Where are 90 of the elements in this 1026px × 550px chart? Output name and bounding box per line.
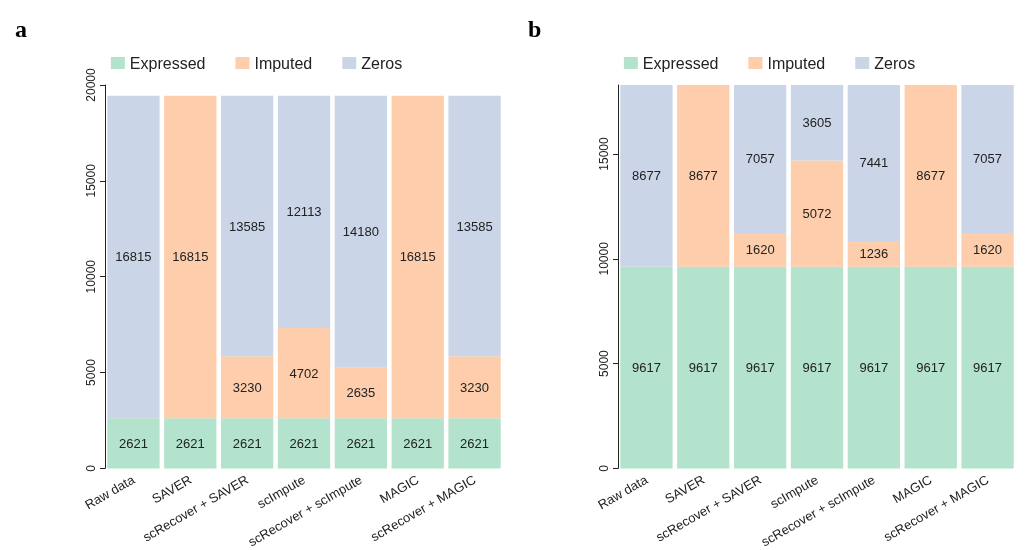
data-label: 2621	[346, 435, 376, 451]
legend-label: Zeros	[361, 54, 403, 72]
data-label: 7057	[745, 151, 775, 167]
bar	[220, 356, 274, 419]
data-label: 8677	[688, 168, 718, 184]
data-label: 14180	[342, 224, 379, 240]
bar	[790, 160, 844, 267]
data-label: 1620	[973, 242, 1003, 258]
bar	[448, 95, 501, 357]
legend-label: Expressed	[129, 54, 206, 72]
data-label: 12113	[286, 204, 322, 220]
data-label: 9617	[802, 360, 832, 376]
data-label: 16815	[115, 249, 152, 265]
bar	[107, 418, 160, 469]
data-label: 1620	[745, 242, 775, 258]
legend-label: Expressed	[642, 54, 719, 72]
data-label: 3230	[460, 379, 490, 395]
data-label: 1236	[859, 246, 889, 262]
bar	[961, 85, 1014, 233]
data-label: 9617	[859, 360, 889, 376]
data-label: 2621	[403, 435, 433, 451]
y-tick-label: 15000	[84, 163, 98, 198]
bar	[277, 328, 331, 419]
bar	[391, 418, 444, 469]
legend-label: Imputed	[767, 54, 826, 72]
bar	[847, 266, 901, 469]
bar	[620, 85, 673, 267]
data-label: 9617	[973, 360, 1003, 376]
data-label: 2635	[346, 385, 376, 401]
data-label: 2621	[175, 435, 205, 451]
bar	[733, 85, 787, 233]
bar	[620, 266, 673, 469]
data-label: 7057	[973, 151, 1003, 167]
bar	[277, 95, 331, 329]
bar	[448, 356, 501, 419]
chart-title: a	[15, 16, 27, 42]
chart-title: b	[528, 16, 542, 42]
y-tick-label: 20000	[84, 67, 98, 102]
data-label: 3605	[802, 115, 832, 131]
y-tick-label: 5000	[597, 349, 611, 377]
data-label: 9617	[631, 360, 661, 376]
data-label: 2621	[232, 435, 262, 451]
bar	[790, 266, 844, 469]
x-tick-label: Raw data	[595, 471, 651, 513]
data-label: 8677	[631, 168, 661, 184]
data-label: 5072	[802, 206, 832, 222]
bar	[961, 232, 1014, 267]
data-label: 8677	[916, 168, 946, 184]
data-label: 16815	[399, 249, 436, 265]
bar	[334, 95, 388, 368]
bar	[961, 266, 1014, 469]
y-tick-label: 10000	[597, 241, 611, 276]
bar	[107, 95, 160, 419]
data-label: 9617	[688, 360, 718, 376]
bar	[677, 266, 730, 469]
y-tick-label: 0	[84, 464, 98, 472]
y-tick-label: 10000	[84, 259, 98, 294]
data-label: 13585	[229, 218, 266, 234]
bar	[220, 418, 274, 469]
data-label: 4702	[289, 365, 319, 381]
data-label: 13585	[456, 218, 493, 234]
bar	[448, 418, 501, 469]
bar	[904, 266, 957, 469]
bar	[334, 367, 388, 419]
bar	[677, 85, 730, 267]
bar	[790, 85, 844, 161]
x-tick-label: Raw data	[82, 471, 138, 513]
bar	[164, 95, 217, 419]
bar	[277, 418, 331, 469]
bar	[904, 85, 957, 267]
data-label: 16815	[172, 249, 209, 265]
y-tick-label: 15000	[597, 137, 611, 171]
bar	[847, 85, 901, 241]
bar	[733, 266, 787, 469]
y-tick-label: 0	[597, 464, 611, 472]
bar	[164, 418, 217, 469]
bar	[220, 95, 274, 357]
data-label: 9617	[745, 360, 775, 376]
data-label: 7441	[859, 155, 889, 171]
y-tick-label: 5000	[84, 358, 98, 386]
data-label: 2621	[460, 435, 490, 451]
bar	[733, 232, 787, 267]
bar	[391, 95, 444, 419]
data-label: 2621	[118, 435, 148, 451]
legend-label: Zeros	[874, 54, 916, 72]
bar	[334, 418, 388, 469]
legend-label: Imputed	[254, 54, 313, 72]
data-label: 2621	[289, 435, 319, 451]
data-label: 3230	[232, 379, 262, 395]
data-label: 9617	[916, 360, 946, 376]
